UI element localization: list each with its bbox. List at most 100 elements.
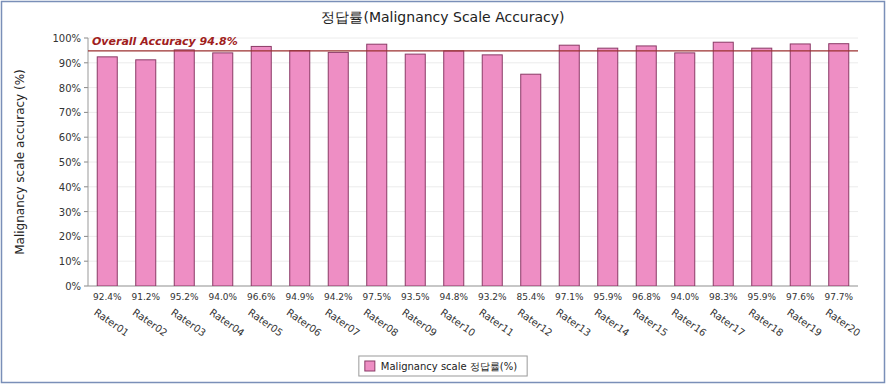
frame (2, 2, 885, 383)
x-tick-label: Rater15 (631, 307, 670, 339)
y-tick-label: 50% (59, 157, 81, 168)
tick-mark (84, 186, 88, 187)
bar (444, 51, 464, 286)
y-tick-label: 80% (59, 83, 81, 94)
bar (136, 60, 156, 286)
data-label: 97.6% (786, 292, 815, 302)
x-tick-label: Rater02 (131, 307, 170, 339)
legend: Malignancy scale 정답률(%) (359, 356, 527, 376)
x-tick-label: Rater10 (439, 307, 478, 339)
bar (598, 48, 618, 286)
data-label: 95.9% (593, 292, 622, 302)
tick-mark (84, 162, 88, 163)
x-axis (88, 286, 858, 287)
data-label: 95.9% (747, 292, 776, 302)
x-tick-label: Rater06 (285, 307, 324, 339)
legend-label: Malignancy scale 정답률(%) (381, 361, 517, 372)
data-label: 94.8% (439, 292, 468, 302)
y-tick-label: 60% (59, 132, 81, 143)
x-tick-label: Rater18 (747, 307, 786, 339)
data-label: 97.5% (362, 292, 391, 302)
y-tick-label: 10% (59, 256, 81, 267)
x-tick-label: Rater14 (593, 307, 632, 339)
tick-mark (84, 137, 88, 138)
grid-line (88, 286, 858, 287)
data-label: 95.2% (170, 292, 199, 302)
data-label: 94.0% (208, 292, 237, 302)
x-tick-label: Rater12 (516, 307, 555, 339)
chart: 정답률(Malignancy Scale Accuracy) Malignancy… (0, 0, 886, 384)
data-label: 94.2% (324, 292, 353, 302)
x-tick-label: Rater09 (400, 307, 439, 339)
y-tick-label: 20% (59, 231, 81, 242)
x-tick-label: Rater13 (554, 307, 593, 339)
bar (213, 53, 233, 286)
x-tick-label: Rater11 (477, 307, 516, 339)
grid-line (88, 137, 858, 138)
bar (790, 44, 810, 286)
x-tick-label: Rater07 (323, 307, 362, 339)
data-label: 85.4% (516, 292, 545, 302)
tick-mark (84, 38, 88, 39)
data-label: 92.4% (93, 292, 122, 302)
x-tick-label: Rater16 (670, 307, 709, 339)
data-label: 97.1% (555, 292, 584, 302)
grid-line (88, 211, 858, 212)
x-tick-label: Rater03 (169, 307, 208, 339)
tick-mark (84, 87, 88, 88)
bar (559, 45, 579, 286)
bar (675, 53, 695, 286)
x-tick-label: Rater19 (785, 307, 824, 339)
x-tick-label: Rater04 (208, 307, 247, 339)
bar (174, 50, 194, 286)
y-axis (88, 38, 89, 286)
bar (405, 54, 425, 286)
data-label: 93.5% (401, 292, 430, 302)
tick-mark (84, 286, 88, 287)
y-tick-label: 90% (59, 58, 81, 69)
grid-line (88, 87, 858, 88)
grid-line (88, 162, 858, 163)
grid-line (88, 261, 858, 262)
grid-line (88, 62, 858, 63)
annotation: Overall Accuracy 94.8% (92, 35, 238, 48)
grid-line (88, 186, 858, 187)
bar (636, 46, 656, 286)
y-tick-label: 40% (59, 182, 81, 193)
x-tick-label: Rater01 (92, 307, 131, 339)
legend-box (359, 356, 527, 376)
bar (713, 42, 733, 286)
x-tick-label: Rater08 (362, 307, 401, 339)
bar (97, 57, 117, 286)
legend-swatch (365, 361, 375, 371)
title: 정답률(Malignancy Scale Accuracy) (321, 9, 564, 25)
data-label: 96.8% (632, 292, 661, 302)
bar (829, 44, 849, 286)
bar (251, 46, 271, 286)
bar (290, 51, 310, 286)
reference-line (88, 50, 858, 51)
y-tick-label: 30% (59, 207, 81, 218)
data-label: 94.9% (285, 292, 314, 302)
bar (367, 44, 387, 286)
bars (88, 42, 858, 286)
y-axis-label: Malignancy scale accuracy (%) (13, 69, 27, 255)
tick-mark (84, 211, 88, 212)
bar (521, 74, 541, 286)
data-label: 91.2% (131, 292, 160, 302)
y-tick-label: 100% (52, 33, 81, 44)
data-label: 94.0% (670, 292, 699, 302)
x-tick-label: Rater20 (824, 307, 863, 339)
data-label: 98.3% (709, 292, 738, 302)
bar (328, 52, 348, 286)
tick-mark (84, 261, 88, 262)
data-label: 93.2% (478, 292, 507, 302)
tick-mark (84, 236, 88, 237)
grid-line (88, 112, 858, 113)
x-tick-label: Rater05 (246, 307, 285, 339)
data-label: 97.7% (824, 292, 853, 302)
y-tick-label: 70% (59, 107, 81, 118)
tick-mark (84, 112, 88, 113)
bar (752, 48, 772, 286)
data-label: 96.6% (247, 292, 276, 302)
